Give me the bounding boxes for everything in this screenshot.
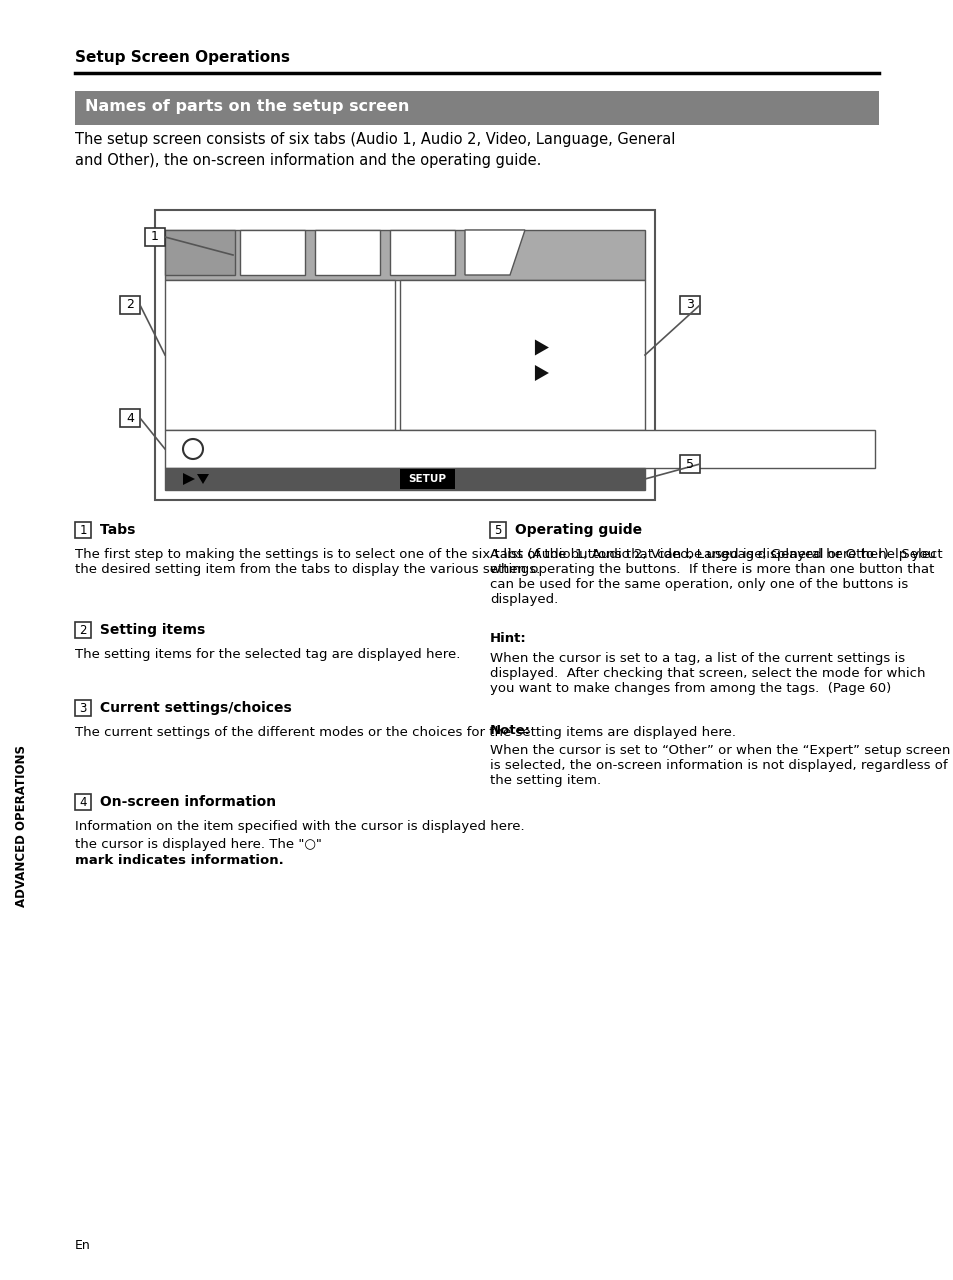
- Text: Setting items: Setting items: [95, 623, 205, 637]
- Text: 1: 1: [151, 230, 159, 243]
- Text: Hint:: Hint:: [490, 632, 526, 645]
- Polygon shape: [183, 474, 194, 485]
- Text: Names of parts on the setup screen: Names of parts on the setup screen: [85, 100, 409, 114]
- Polygon shape: [535, 339, 548, 356]
- Text: Current settings/choices: Current settings/choices: [95, 701, 292, 716]
- Bar: [165, 430, 875, 468]
- Bar: [154, 210, 655, 500]
- Text: Tabs: Tabs: [95, 524, 135, 538]
- Text: 2: 2: [79, 623, 87, 636]
- Text: 3: 3: [79, 701, 87, 714]
- Text: 2: 2: [126, 298, 133, 311]
- Bar: [75, 622, 91, 637]
- Bar: [240, 230, 305, 275]
- Text: 4: 4: [79, 795, 87, 809]
- Bar: [390, 230, 455, 275]
- Bar: [75, 794, 91, 810]
- Bar: [400, 280, 644, 430]
- Text: Information on the item specified with the cursor is displayed here.: Information on the item specified with t…: [75, 820, 528, 833]
- Bar: [75, 91, 878, 125]
- Text: 1: 1: [79, 524, 87, 536]
- Text: When the cursor is set to a tag, a list of the current settings is displayed.  A: When the cursor is set to a tag, a list …: [490, 652, 924, 695]
- Text: 5: 5: [685, 457, 693, 471]
- Bar: [75, 700, 91, 716]
- Bar: [679, 454, 700, 474]
- Bar: [75, 522, 91, 538]
- Text: The setting items for the selected tag are displayed here.: The setting items for the selected tag a…: [75, 648, 460, 660]
- Bar: [165, 230, 234, 275]
- Text: SETUP: SETUP: [408, 474, 446, 484]
- Text: The first step to making the settings is to select one of the six tabs (Audio 1,: The first step to making the settings is…: [75, 548, 942, 576]
- Text: 4: 4: [126, 411, 133, 425]
- Text: When the cursor is set to “Other” or when the “Expert” setup screen is selected,: When the cursor is set to “Other” or whe…: [490, 744, 949, 787]
- Bar: [120, 410, 140, 428]
- Text: On-screen information: On-screen information: [95, 795, 275, 809]
- Polygon shape: [464, 230, 524, 275]
- Text: En: En: [75, 1239, 91, 1252]
- Text: A list of the buttons that can be used is displayed here to help you when operat: A list of the buttons that can be used i…: [490, 548, 935, 605]
- Text: 5: 5: [494, 524, 501, 536]
- Text: Setup Screen Operations: Setup Screen Operations: [75, 50, 290, 65]
- Bar: [165, 468, 644, 490]
- Text: The current settings of the different modes or the choices for the setting items: The current settings of the different mo…: [75, 726, 735, 739]
- Bar: [314, 230, 379, 275]
- Bar: [399, 468, 455, 489]
- Polygon shape: [535, 365, 548, 381]
- Bar: [120, 296, 140, 314]
- Bar: [165, 280, 395, 430]
- Bar: [145, 228, 165, 246]
- Text: Note:: Note:: [490, 724, 531, 737]
- Polygon shape: [196, 474, 209, 484]
- Bar: [490, 522, 505, 538]
- Text: ADVANCED OPERATIONS: ADVANCED OPERATIONS: [15, 745, 28, 906]
- Bar: [165, 230, 644, 280]
- Text: Operating guide: Operating guide: [510, 524, 641, 538]
- Text: 3: 3: [685, 298, 693, 311]
- Bar: [679, 296, 700, 314]
- Text: the cursor is displayed here. The "○": the cursor is displayed here. The "○": [75, 838, 321, 851]
- Text: mark indicates information.: mark indicates information.: [75, 854, 283, 867]
- Text: The setup screen consists of six tabs (Audio 1, Audio 2, Video, Language, Genera: The setup screen consists of six tabs (A…: [75, 132, 675, 168]
